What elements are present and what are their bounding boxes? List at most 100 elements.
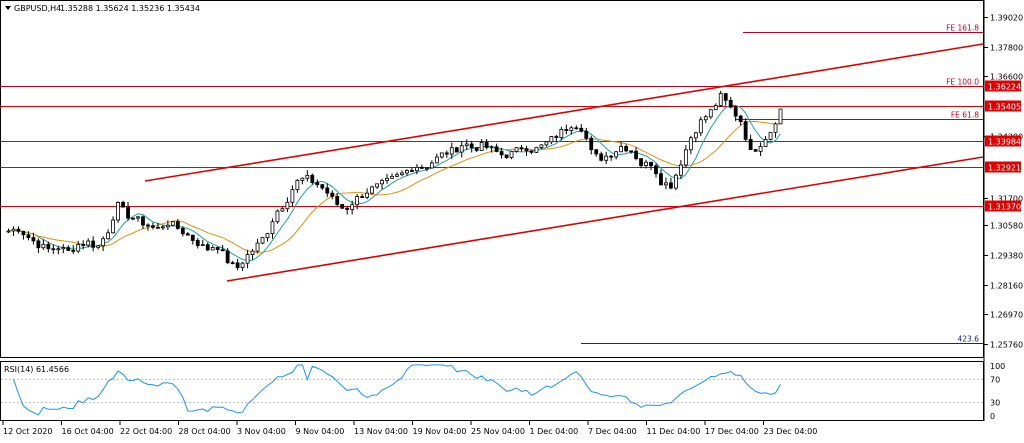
candle-bull: [380, 180, 384, 185]
candle-bull: [136, 216, 140, 219]
candle-bull: [549, 136, 554, 143]
candle-bull: [678, 164, 683, 176]
rsi-pane-frame: [0, 361, 984, 421]
candle-bull: [116, 202, 120, 221]
candle-bull: [370, 186, 374, 194]
candle-bear: [669, 182, 673, 189]
candle-bull: [250, 250, 255, 255]
candle-bear: [574, 127, 579, 130]
candle-bear: [51, 248, 56, 251]
candle-bull: [449, 147, 454, 155]
candle-bear: [91, 240, 96, 248]
candle-bear: [225, 250, 230, 264]
time-tick-label: 17 Dec 04:00: [705, 427, 759, 436]
candle-bull: [718, 93, 723, 106]
candle-bull: [240, 262, 245, 269]
rsi-label: RSI(14) 61.4566: [4, 365, 69, 374]
candle-bull: [778, 108, 783, 125]
candle-bear: [190, 234, 195, 241]
candle-bear: [230, 262, 235, 265]
price-tag-bg-r3: [985, 135, 1021, 147]
time-tick-label: 19 Nov 04:00: [413, 427, 467, 436]
moving-averages: [8, 104, 781, 261]
horizontal-levels: FE 161.8 FE 100.0 FE 61.8 423.6: [0, 24, 983, 344]
candle-bull: [385, 177, 389, 181]
candle-bull: [604, 155, 609, 161]
price-tag-bg-r2: [985, 100, 1021, 112]
candle-bull: [295, 180, 300, 191]
candle-bull: [619, 146, 624, 153]
time-tick-label: 16 Oct 04:00: [62, 427, 114, 436]
candle-bull: [260, 237, 265, 244]
candle-bear: [753, 149, 758, 152]
candle-bear: [454, 147, 459, 153]
candle-bear: [175, 221, 180, 229]
candle-bear: [21, 230, 26, 236]
candle-bear: [151, 225, 155, 228]
candle-bear: [564, 128, 569, 131]
candle-bear: [235, 262, 240, 269]
candle-bear: [499, 151, 504, 156]
candle-bear: [141, 216, 145, 226]
candle-bear: [599, 153, 604, 161]
price-tag-fe-100: 1.36224: [988, 83, 1021, 92]
candle-bull: [464, 143, 469, 147]
time-tick-label: 3 Nov 04:00: [237, 427, 286, 436]
rsi-top-label: 100: [990, 362, 1005, 371]
candle-bull: [439, 152, 444, 158]
candle-bear: [36, 240, 41, 249]
candle-bull: [275, 210, 280, 223]
candle-bull: [415, 166, 419, 172]
candle-bear: [345, 207, 350, 210]
candle-bear: [634, 150, 638, 159]
channel-lower-line: [226, 156, 984, 282]
time-tick-label: 11 Dec 04:00: [647, 427, 701, 436]
candle-bull: [76, 244, 81, 252]
chevron-down-icon[interactable]: [5, 6, 11, 10]
candle-bull: [160, 226, 165, 229]
price-tick-label: 1.37800: [990, 44, 1023, 53]
candle-bull: [170, 221, 175, 226]
price-tag-bg-fe-100: [985, 80, 1021, 92]
candle-bull: [61, 247, 66, 250]
candle-bull: [713, 105, 718, 111]
candle-bear: [733, 106, 738, 117]
price-tick-label: 1.30580: [990, 222, 1023, 231]
candle-bear: [126, 206, 130, 219]
time-tick-label: 23 Dec 04:00: [764, 427, 818, 436]
level-label-fe-100: FE 100.0: [946, 78, 979, 87]
candle-bear: [589, 137, 594, 151]
candle-bull: [534, 146, 539, 153]
candlesticks: [6, 90, 783, 272]
level-label-fe-61-8: FE 61.8: [951, 111, 979, 120]
candle-bull: [773, 123, 778, 133]
candle-bull: [350, 204, 355, 210]
candle-bull: [559, 128, 564, 138]
candle-bull: [664, 182, 668, 186]
candle-bull: [703, 116, 708, 121]
candle-bear: [71, 250, 76, 252]
candle-bear: [469, 143, 474, 148]
candle-bull: [434, 156, 439, 164]
candle-bear: [649, 161, 653, 167]
candle-bear: [624, 146, 629, 152]
ma-fast-line: [8, 104, 781, 261]
price-axis: 1.390201.378001.366001.342001.317001.305…: [984, 14, 1023, 350]
candle-bear: [26, 234, 31, 239]
candle-bear: [484, 142, 489, 148]
price-tag-r3: 1.33984: [988, 138, 1021, 147]
candle-bull: [405, 170, 409, 174]
candle-bear: [639, 158, 643, 166]
time-tick-label: 13 Nov 04:00: [354, 427, 408, 436]
candle-bull: [56, 248, 61, 251]
time-tick-label: 25 Nov 04:00: [471, 427, 525, 436]
rsi-tick-label: 70: [990, 375, 1000, 384]
candle-bear: [46, 243, 51, 250]
rsi-line: [13, 364, 781, 416]
rsi-bottom-label: 0: [990, 412, 995, 421]
candle-bull: [395, 174, 399, 177]
price-tick-label: 1.36600: [990, 73, 1023, 82]
candle-bull: [245, 254, 250, 264]
